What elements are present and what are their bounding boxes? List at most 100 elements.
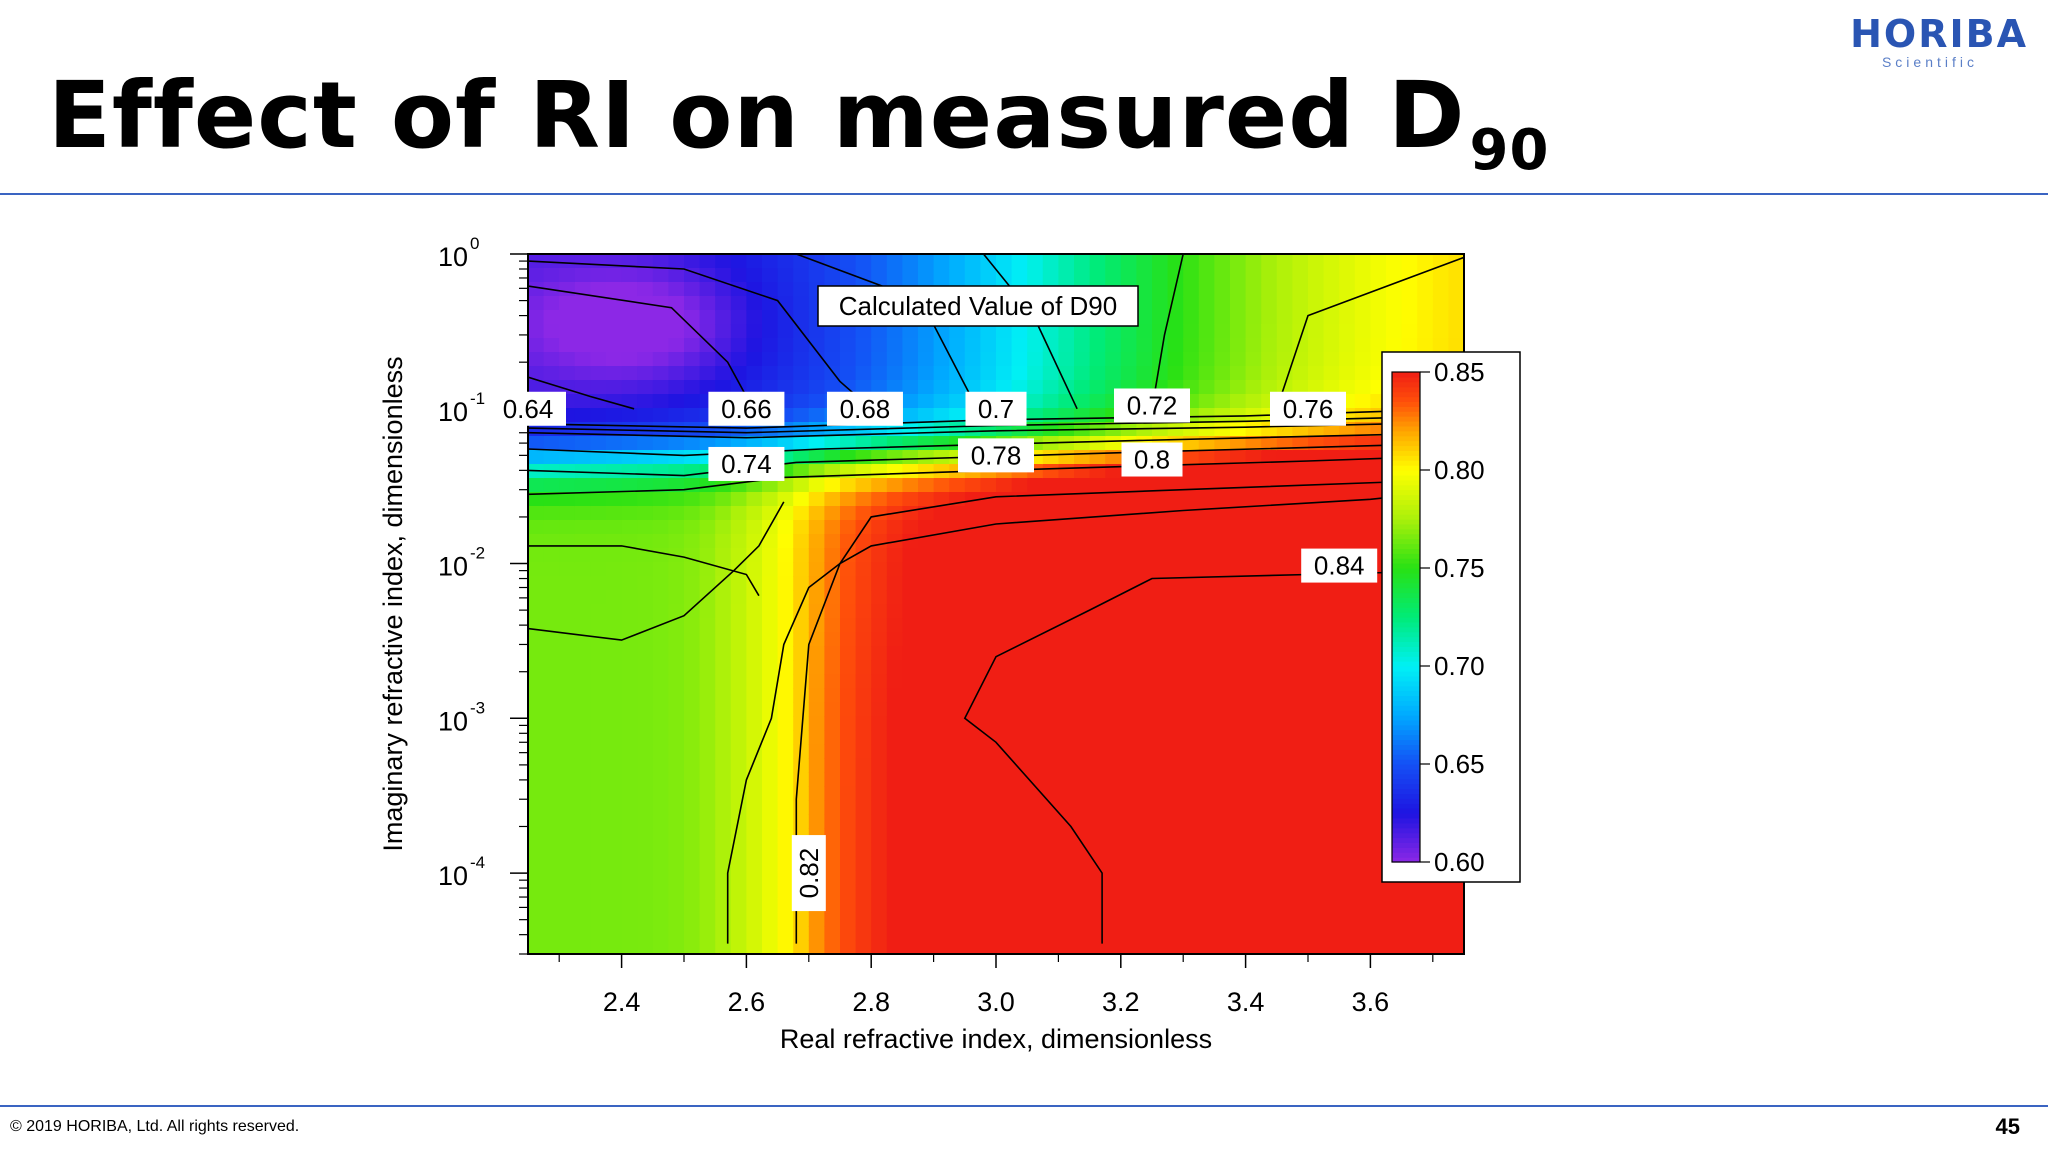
heatmap-cell (699, 324, 716, 339)
heatmap-cell (574, 898, 592, 913)
heatmap-cell (902, 898, 919, 913)
heatmap-cell (715, 310, 732, 325)
heatmap-cell (902, 492, 919, 507)
heatmap-cell (1276, 870, 1294, 885)
heatmap-cell (1011, 842, 1028, 857)
heatmap-cell (1308, 366, 1325, 381)
heatmap-cell (574, 590, 592, 605)
heatmap-cell (808, 800, 826, 815)
heatmap-cell (606, 590, 623, 605)
heatmap-cell (1089, 828, 1106, 843)
heatmap-cell (1167, 786, 1184, 801)
heatmap-cell (808, 324, 826, 339)
heatmap-cell (1058, 436, 1075, 451)
heatmap-cell (855, 688, 872, 703)
heatmap-cell (840, 688, 857, 703)
heatmap-cell (1027, 268, 1044, 283)
heatmap-cell (1152, 296, 1169, 311)
contour-label-bg (708, 446, 785, 481)
colorbar-swatch (1392, 396, 1420, 402)
heatmap-cell (715, 870, 732, 885)
heatmap-cell (762, 366, 779, 381)
heatmap-cell (902, 268, 919, 283)
heatmap-cell (652, 338, 670, 353)
heatmap-cell (1308, 884, 1325, 899)
heatmap-cell (840, 702, 857, 717)
heatmap-cell (1245, 940, 1262, 954)
heatmap-cell (824, 268, 841, 283)
heatmap-cell (1136, 590, 1153, 605)
heatmap-cell (543, 772, 560, 787)
heatmap-cell (684, 520, 701, 535)
heatmap-cell (1323, 940, 1340, 954)
heatmap-cell (1089, 464, 1106, 479)
heatmap-cell (855, 268, 872, 283)
heatmap-cell (543, 254, 560, 269)
heatmap-cell (746, 492, 763, 507)
colorbar-swatch (1392, 474, 1420, 481)
heatmap-cell (1292, 674, 1309, 689)
heatmap-cell (528, 520, 545, 535)
heatmap-cell (746, 898, 763, 913)
heatmap-cell (559, 506, 576, 521)
heatmap-cell (715, 646, 732, 661)
heatmap-cell (1245, 464, 1262, 479)
heatmap-cell (652, 716, 670, 731)
heatmap-cell (1058, 912, 1075, 927)
heatmap-cell (1230, 758, 1247, 773)
y-axis-label: Imaginary refractive index, dimensionles… (378, 356, 408, 851)
heatmap-cell (1276, 646, 1294, 661)
heatmap-cell (824, 338, 841, 353)
heatmap-cell (1245, 842, 1262, 857)
heatmap-cell (871, 492, 888, 507)
heatmap-cell (855, 590, 872, 605)
heatmap-cell (1448, 338, 1464, 353)
heatmap-cell (980, 366, 997, 381)
heatmap-cell (918, 478, 935, 493)
heatmap-cell (621, 758, 638, 773)
heatmap-cell (1198, 562, 1216, 577)
heatmap-cell (559, 338, 576, 353)
heatmap-cell (1042, 758, 1060, 773)
heatmap-cell (964, 870, 982, 885)
heatmap-cell (1214, 478, 1231, 493)
heatmap-cell (762, 702, 779, 717)
heatmap-cell (1027, 562, 1044, 577)
heatmap-cell (1276, 912, 1294, 927)
heatmap-cell (1245, 898, 1262, 913)
heatmap-cell (668, 730, 685, 745)
heatmap-cell (808, 758, 826, 773)
heatmap-cell (543, 478, 560, 493)
heatmap-cell (543, 338, 560, 353)
heatmap-cell (715, 674, 732, 689)
heatmap-cell (559, 772, 576, 787)
heatmap-cell (559, 660, 576, 675)
heatmap-cell (1230, 296, 1247, 311)
heatmap-cell (606, 436, 623, 451)
heatmap-cell (918, 828, 935, 843)
heatmap-cell (668, 926, 685, 941)
heatmap-cell (574, 296, 592, 311)
heatmap-cell (1339, 646, 1356, 661)
heatmap-cell (1027, 604, 1044, 619)
heatmap-cell (824, 786, 841, 801)
heatmap-cell (1292, 534, 1309, 549)
heatmap-cell (699, 632, 716, 647)
heatmap-cell (621, 884, 638, 899)
heatmap-cell (762, 548, 779, 563)
heatmap-cell (746, 772, 763, 787)
heatmap-cell (606, 814, 623, 829)
heatmap-cell (715, 898, 732, 913)
heatmap-cell (637, 646, 654, 661)
heatmap-cell (668, 884, 685, 899)
heatmap-cell (528, 604, 545, 619)
heatmap-cell (1011, 366, 1028, 381)
heatmap-cell (871, 464, 888, 479)
heatmap-cell (855, 324, 872, 339)
colorbar-swatch (1392, 675, 1420, 682)
heatmap-cell (590, 576, 607, 591)
heatmap-cell (1292, 464, 1309, 479)
heatmap-cell (574, 786, 592, 801)
colorbar-swatch (1392, 778, 1420, 785)
